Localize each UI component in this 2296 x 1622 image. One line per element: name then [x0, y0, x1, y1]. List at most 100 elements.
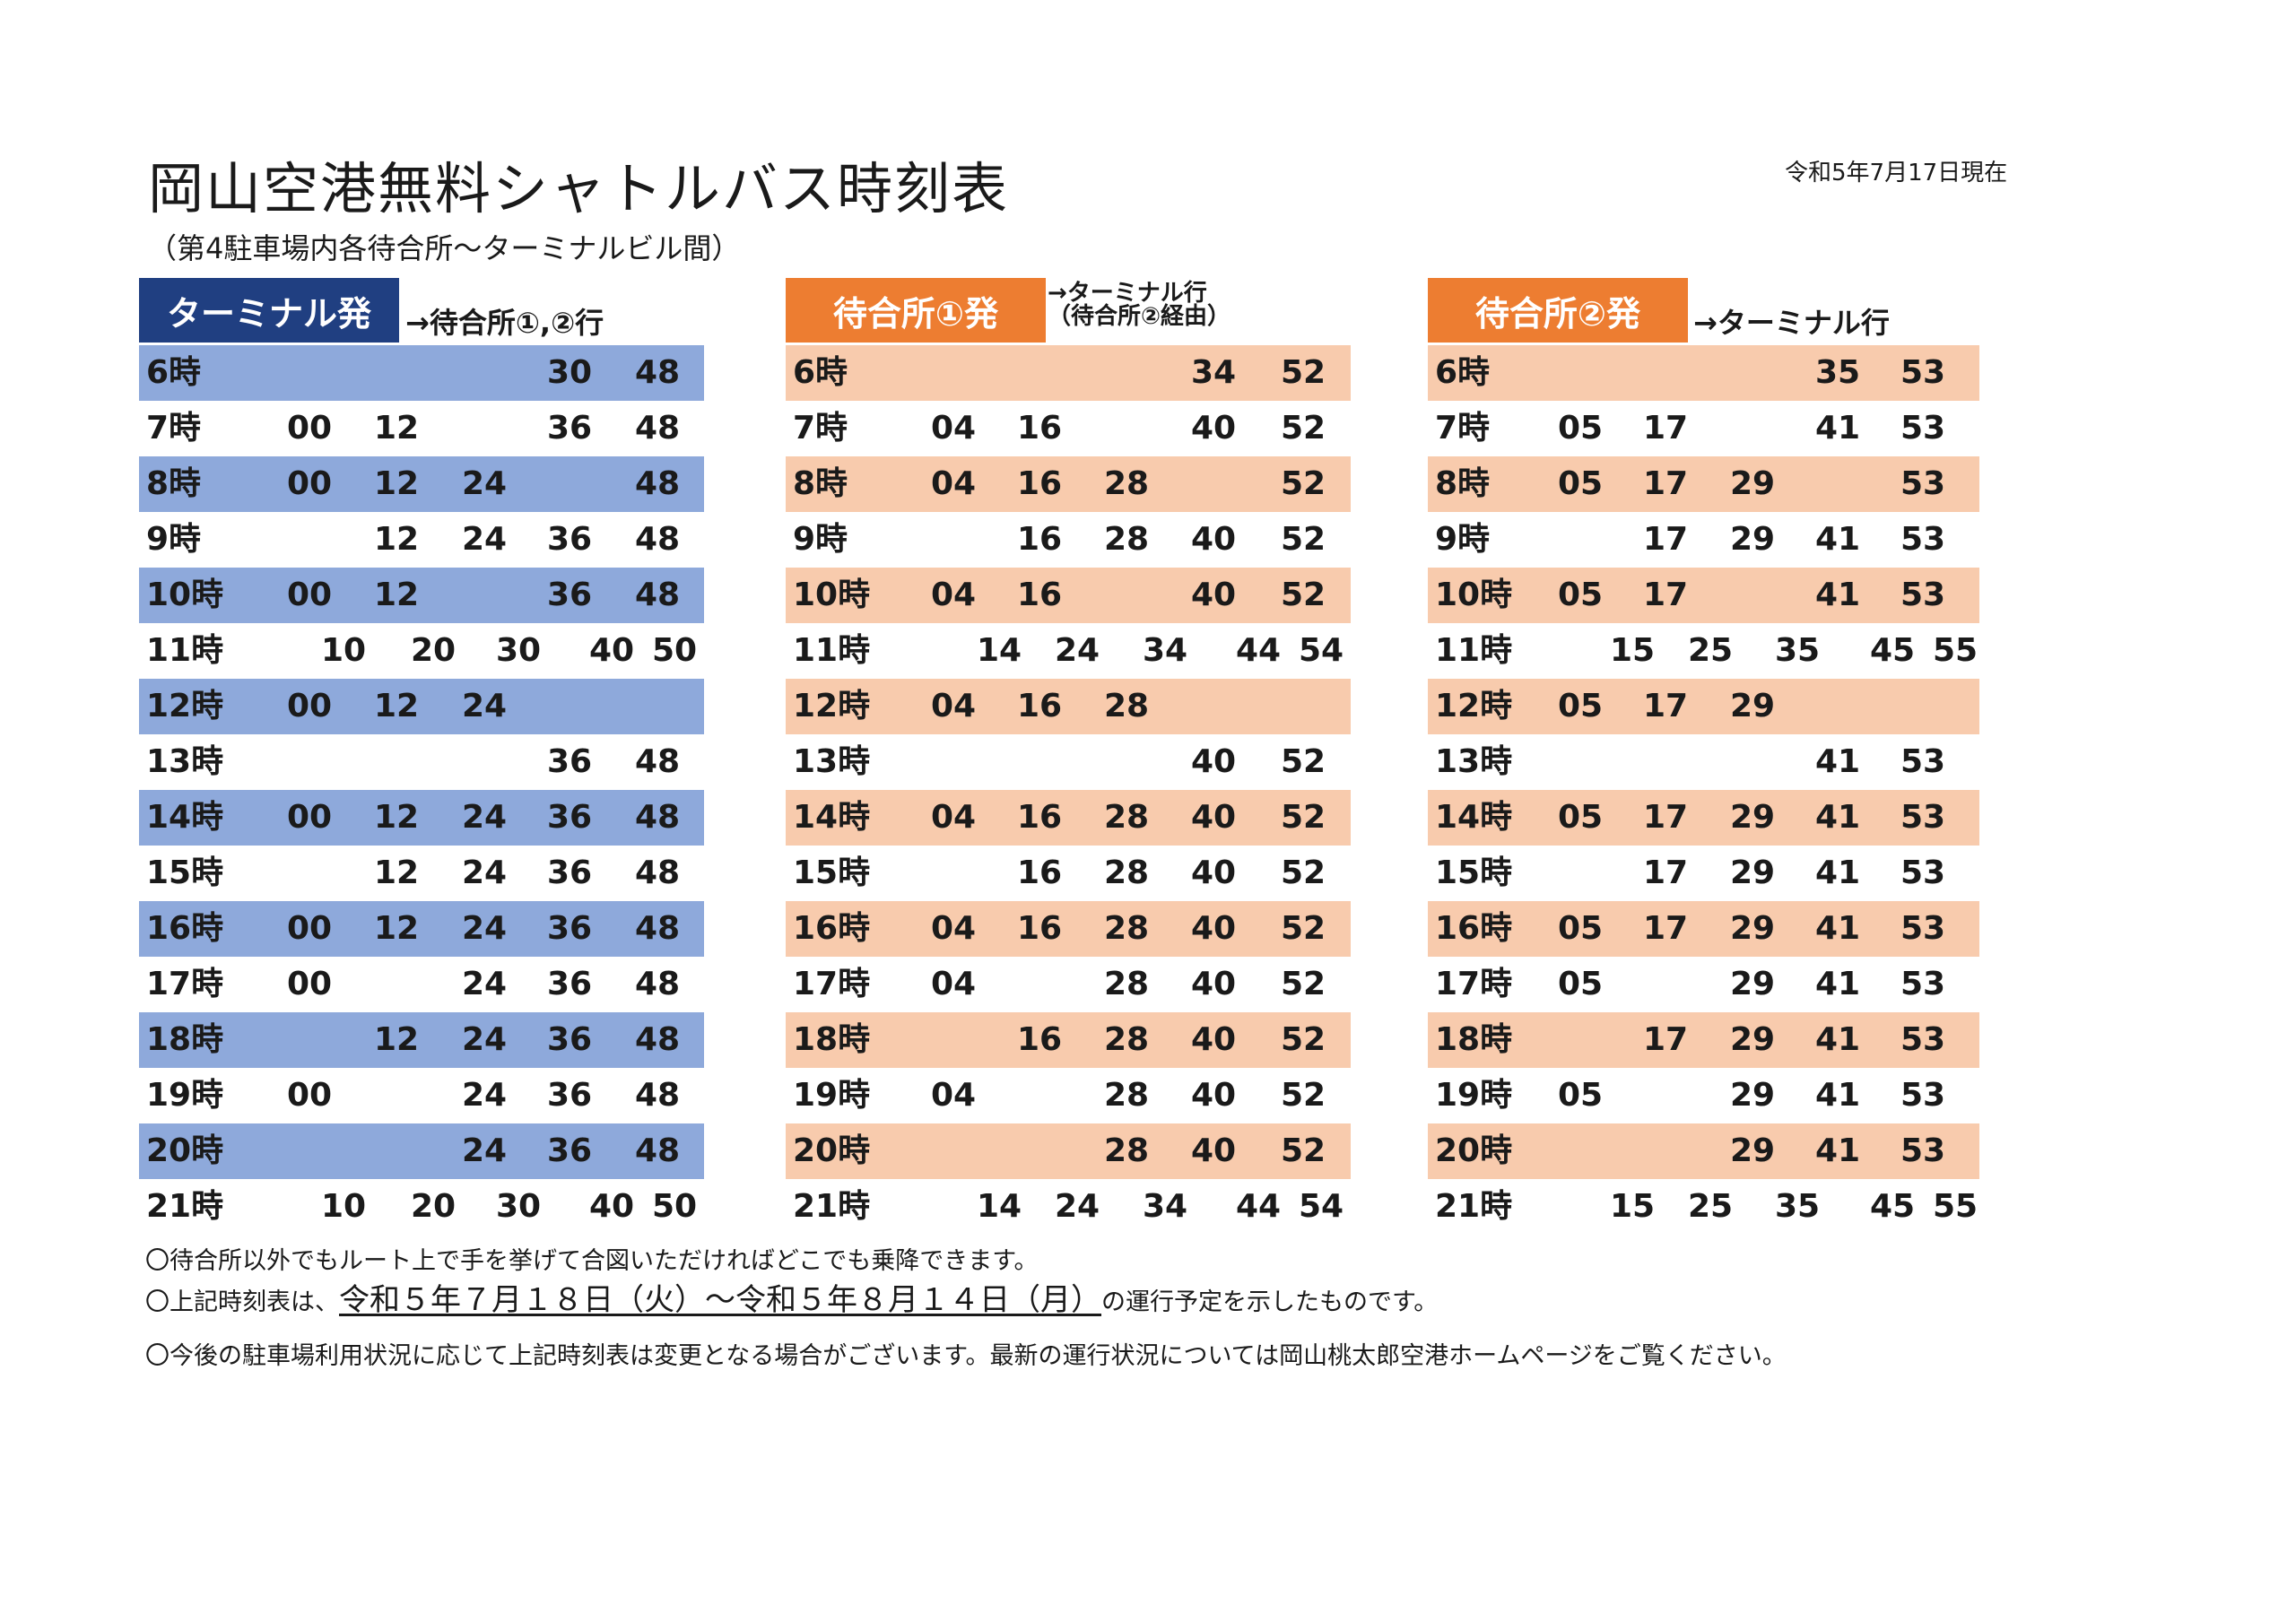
minute-cell: 52 — [1281, 410, 1326, 447]
timetable-row: 9時 12 24 36 48 — [139, 512, 704, 568]
hour-cell: 19時 — [146, 1077, 224, 1114]
timetable-row: 6時 35 53 — [1428, 345, 1979, 401]
minute-cell: 16 — [1017, 465, 1063, 502]
minute-cell: 29 — [1730, 854, 1776, 891]
minute-cell: 17 — [1643, 910, 1689, 947]
minute-cell: 28 — [1104, 1021, 1150, 1058]
timetable-row: 7時 00 12 36 48 — [139, 401, 704, 456]
minute-cell: 12 — [374, 1021, 420, 1058]
minute-cell: 41 — [1815, 410, 1861, 447]
minute-cell: 53 — [1900, 854, 1946, 891]
minute-cell: 05 — [1558, 465, 1604, 502]
hour-cell: 7時 — [1435, 410, 1491, 447]
minute-cell: 25 — [1688, 1188, 1734, 1225]
minute-cell: 36 — [547, 799, 593, 836]
minute-cell: 52 — [1281, 743, 1326, 780]
minute-cell: 17 — [1643, 1021, 1689, 1058]
hour-cell: 16時 — [793, 910, 871, 947]
minute-cell: 24 — [462, 688, 508, 724]
minute-cell: 12 — [374, 910, 420, 947]
minute-cell: 16 — [1017, 854, 1063, 891]
hour-cell: 14時 — [793, 799, 871, 836]
minute-cell: 16 — [1017, 910, 1063, 947]
minute-cell: 40 — [589, 1188, 635, 1225]
minute-cell: 53 — [1900, 354, 1946, 391]
note-changes: 〇今後の駐車場利用状況に応じて上記時刻表は変更となる場合がございます。最新の運行… — [145, 1342, 1787, 1370]
minute-cell: 36 — [547, 1077, 593, 1114]
minute-cell: 53 — [1900, 465, 1946, 502]
timetable-row: 16時 00 12 24 36 48 — [139, 901, 704, 957]
minute-cell: 04 — [931, 465, 977, 502]
minute-cell: 41 — [1815, 966, 1861, 1002]
waiting-area-1-timetable: 6時 34 52 7時 04 16 40 52 8時 04 16 28 52 9時 16 28 40 52 10時 0… — [786, 345, 1351, 1235]
minute-cell: 24 — [1055, 632, 1100, 669]
minute-cell: 00 — [287, 910, 333, 947]
timetable-row: 8時 00 12 24 48 — [139, 456, 704, 512]
timetable-row: 18時 17 29 41 53 — [1428, 1012, 1979, 1068]
minute-cell: 48 — [635, 410, 681, 447]
hour-cell: 17時 — [793, 966, 871, 1002]
waiting-area-1-destination: →ターミナル行 （待合所②経由） — [1048, 282, 1231, 328]
minute-cell: 36 — [547, 410, 593, 447]
minute-cell: 48 — [635, 1077, 681, 1114]
timetable-row: 15時 12 24 36 48 — [139, 846, 704, 901]
minute-cell: 53 — [1900, 577, 1946, 613]
timetable-row: 20時 29 41 53 — [1428, 1123, 1979, 1179]
minute-cell: 24 — [462, 1132, 508, 1169]
minute-cell: 28 — [1104, 521, 1150, 558]
minute-cell: 29 — [1730, 966, 1776, 1002]
minute-cell: 05 — [1558, 910, 1604, 947]
minute-cell: 25 — [1688, 632, 1734, 669]
timetable-row: 13時 40 52 — [786, 734, 1351, 790]
as-of-date: 令和5年7月17日現在 — [1785, 160, 2008, 186]
minute-cell: 17 — [1643, 577, 1689, 613]
minute-cell: 40 — [1191, 1132, 1237, 1169]
minute-cell: 52 — [1281, 1021, 1326, 1058]
minute-cell: 28 — [1104, 854, 1150, 891]
minute-cell: 12 — [374, 410, 420, 447]
timetable-row: 21時 10 20 30 40 50 — [139, 1179, 704, 1235]
minute-cell: 41 — [1815, 577, 1861, 613]
minute-cell: 24 — [462, 1077, 508, 1114]
minute-cell: 48 — [635, 1021, 681, 1058]
minute-cell: 12 — [374, 521, 420, 558]
hour-cell: 16時 — [1435, 910, 1513, 947]
timetable-row: 16時 05 17 29 41 53 — [1428, 901, 1979, 957]
hour-cell: 21時 — [793, 1188, 871, 1225]
minute-cell: 24 — [462, 910, 508, 947]
hour-cell: 15時 — [793, 854, 871, 891]
minute-cell: 50 — [652, 632, 698, 669]
timetable-row: 12時 00 12 24 — [139, 679, 704, 734]
note-boarding: 〇待合所以外でもルート上で手を挙げて合図いただければどこでも乗降できます。 — [145, 1247, 1039, 1275]
minute-cell: 48 — [635, 910, 681, 947]
minute-cell: 48 — [635, 799, 681, 836]
minute-cell: 28 — [1104, 910, 1150, 947]
hour-cell: 11時 — [1435, 632, 1513, 669]
hour-cell: 10時 — [793, 577, 871, 613]
minute-cell: 04 — [931, 966, 977, 1002]
timetable-row: 10時 05 17 41 53 — [1428, 568, 1979, 623]
minute-cell: 24 — [462, 854, 508, 891]
minute-cell: 29 — [1730, 1021, 1776, 1058]
minute-cell: 44 — [1236, 1188, 1282, 1225]
hour-cell: 12時 — [146, 688, 224, 724]
timetable-row: 17時 05 29 41 53 — [1428, 957, 1979, 1012]
hour-cell: 9時 — [1435, 521, 1491, 558]
hour-cell: 10時 — [146, 577, 224, 613]
minute-cell: 36 — [547, 966, 593, 1002]
minute-cell: 36 — [547, 910, 593, 947]
hour-cell: 15時 — [1435, 854, 1513, 891]
minute-cell: 14 — [977, 632, 1022, 669]
page-title: 岡山空港無料シャトルバス時刻表 — [148, 156, 1010, 221]
minute-cell: 15 — [1610, 632, 1656, 669]
timetable-row: 14時 00 12 24 36 48 — [139, 790, 704, 846]
minute-cell: 40 — [1191, 410, 1237, 447]
minute-cell: 34 — [1191, 354, 1237, 391]
minute-cell: 15 — [1610, 1188, 1656, 1225]
minute-cell: 52 — [1281, 521, 1326, 558]
timetable-row: 20時 28 40 52 — [786, 1123, 1351, 1179]
timetable-row: 20時 24 36 48 — [139, 1123, 704, 1179]
timetable-row: 8時 04 16 28 52 — [786, 456, 1351, 512]
minute-cell: 17 — [1643, 465, 1689, 502]
hour-cell: 6時 — [793, 354, 848, 391]
